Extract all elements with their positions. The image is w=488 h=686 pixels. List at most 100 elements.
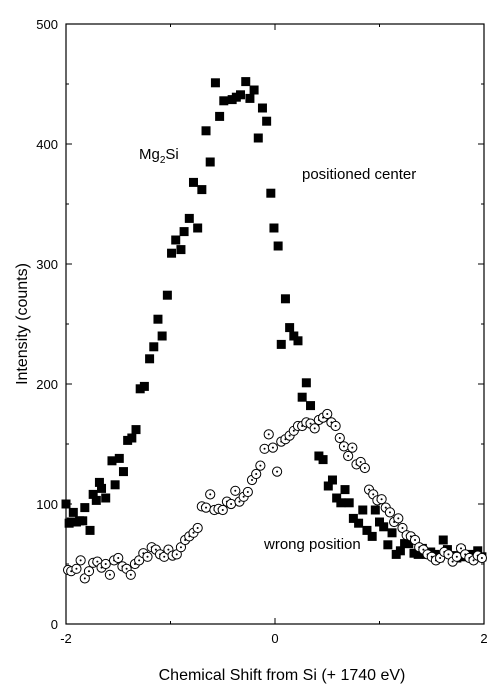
data-point-open-circle	[205, 489, 216, 500]
data-point-filled-square	[80, 503, 90, 513]
data-point-filled-square	[269, 223, 279, 233]
data-point-filled-square	[66, 517, 76, 527]
x-axis-title: Chemical Shift from Si (+ 1740 eV)	[159, 667, 406, 684]
data-point-open-circle	[75, 555, 86, 566]
data-point-filled-square	[332, 493, 342, 503]
data-point-filled-square	[167, 248, 177, 258]
data-point-filled-square	[297, 392, 307, 402]
data-point-filled-square	[306, 401, 316, 411]
data-point-filled-square	[362, 525, 372, 535]
data-point-filled-square	[249, 85, 259, 95]
data-point-open-circle	[359, 462, 370, 474]
data-point-filled-square	[162, 290, 172, 300]
data-point-filled-square	[127, 433, 137, 443]
data-point-filled-square	[171, 235, 181, 245]
data-point-filled-square	[179, 227, 189, 237]
data-point-open-circle	[230, 485, 241, 496]
data-point-filled-square	[245, 93, 255, 103]
y-axis-title: Intensity (counts)	[14, 263, 31, 385]
data-point-filled-square	[110, 480, 120, 490]
data-point-open-circle	[263, 429, 274, 440]
data-point-filled-square	[276, 339, 286, 349]
data-point-filled-square	[107, 456, 117, 466]
data-marks	[61, 77, 488, 584]
data-point-filled-square	[262, 116, 272, 126]
data-point-filled-square	[438, 535, 448, 545]
data-point-filled-square	[336, 498, 346, 508]
data-point-filled-square	[114, 453, 124, 463]
data-point-open-circle	[267, 442, 279, 453]
data-point-open-circle	[83, 566, 95, 577]
species-main: Mg	[139, 146, 160, 163]
data-point-filled-square	[78, 516, 88, 526]
data-point-filled-square	[340, 485, 350, 495]
data-point-filled-square	[68, 507, 78, 517]
data-point-filled-square	[289, 331, 299, 341]
data-point-filled-square	[323, 481, 333, 491]
data-point-filled-square	[280, 294, 290, 304]
data-point-open-circle	[338, 441, 350, 452]
species-end: Si	[165, 146, 178, 163]
data-point-filled-square	[85, 525, 95, 535]
data-point-open-circle	[226, 498, 237, 510]
data-point-filled-square	[367, 531, 377, 541]
data-point-filled-square	[101, 493, 111, 503]
data-point-open-circle	[393, 513, 404, 524]
data-point-open-circle	[142, 551, 153, 562]
data-point-open-circle	[242, 486, 253, 498]
data-point-filled-square	[273, 241, 283, 251]
data-point-open-circle	[330, 420, 341, 432]
data-point-filled-square	[210, 78, 220, 88]
data-point-open-circle	[347, 442, 358, 453]
data-point-filled-square	[88, 489, 98, 499]
data-point-open-circle	[192, 522, 203, 534]
species-subscript: 2	[160, 155, 166, 166]
data-point-open-circle	[200, 502, 212, 513]
data-point-filled-square	[318, 455, 328, 465]
data-point-filled-square	[153, 314, 163, 324]
data-point-filled-square	[241, 77, 251, 87]
data-point-open-circle	[271, 466, 283, 477]
data-point-open-circle	[451, 551, 462, 562]
data-point-filled-square	[395, 546, 405, 556]
data-point-open-circle	[309, 423, 320, 434]
data-point-filled-square	[118, 467, 128, 477]
data-point-filled-square	[253, 133, 263, 143]
data-point-filled-square	[157, 331, 167, 341]
data-point-open-circle	[251, 468, 262, 480]
plot-frame	[65, 23, 485, 625]
y-tick-label: 300	[36, 257, 58, 272]
y-tick-label: 0	[51, 617, 58, 632]
data-point-filled-square	[205, 157, 215, 167]
data-point-open-circle	[322, 408, 333, 420]
axis-ticks	[65, 23, 485, 625]
data-point-filled-square	[301, 378, 311, 388]
data-point-open-circle	[125, 569, 136, 580]
data-point-filled-square	[379, 522, 389, 532]
x-tick-label: -2	[60, 631, 72, 646]
data-point-filled-square	[370, 505, 380, 515]
data-point-open-circle	[384, 507, 396, 518]
data-point-filled-square	[413, 549, 423, 559]
data-point-filled-square	[354, 518, 364, 528]
data-point-filled-square	[358, 505, 368, 515]
data-point-open-circle	[334, 432, 345, 444]
data-point-filled-square	[131, 425, 141, 435]
data-point-filled-square	[91, 495, 101, 505]
data-point-filled-square	[97, 483, 107, 493]
data-point-open-circle	[376, 494, 387, 505]
x-tick-label: 2	[480, 631, 487, 646]
data-point-filled-square	[327, 475, 337, 485]
data-point-filled-square	[387, 528, 397, 538]
annotation-wrong-position: wrong position	[263, 536, 361, 553]
data-point-filled-square	[176, 245, 186, 255]
data-point-filled-square	[197, 185, 207, 195]
data-point-filled-square	[266, 188, 276, 198]
data-point-filled-square	[236, 90, 246, 100]
data-point-open-circle	[217, 504, 228, 516]
y-tick-label: 100	[36, 497, 58, 512]
data-point-filled-square	[293, 336, 303, 346]
data-point-open-circle	[255, 460, 266, 471]
